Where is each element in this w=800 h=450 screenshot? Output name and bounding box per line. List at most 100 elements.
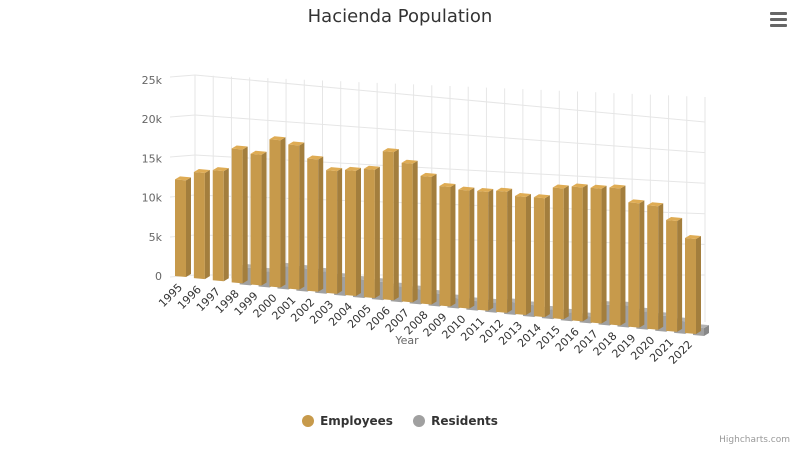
bar-employees — [288, 144, 300, 290]
bar-employees-side — [337, 168, 343, 294]
bar-employees-side — [601, 185, 607, 324]
bar-employees-top — [345, 166, 361, 171]
bar-employees-top — [477, 187, 494, 192]
bar-employees-top — [175, 176, 191, 181]
bar-employees — [175, 179, 186, 277]
bar-employees — [307, 158, 319, 292]
bar-employees-top — [609, 184, 626, 189]
legend-label-employees: Employees — [320, 414, 393, 428]
bar-employees — [193, 171, 205, 280]
bar-employees-top — [363, 165, 380, 170]
bar-employees-side — [242, 146, 248, 284]
credits-link[interactable]: Highcharts.com — [719, 435, 790, 445]
legend-item-residents[interactable]: Residents — [413, 414, 498, 428]
legend-symbol-residents — [413, 415, 426, 427]
bar-employees-side — [544, 195, 550, 318]
gridline-y — [169, 114, 706, 154]
bar-employees — [382, 151, 394, 301]
bar-employees-side — [318, 156, 324, 292]
bar-employees-side — [204, 169, 210, 280]
bar-employees — [420, 175, 432, 305]
bar-employees — [666, 220, 678, 332]
bar-employees-side — [639, 200, 645, 328]
gridline-y — [169, 154, 706, 184]
bar-employees-side — [356, 167, 361, 296]
bar-employees-top — [458, 186, 475, 191]
bar-employees — [363, 168, 375, 299]
bar-employees-side — [488, 188, 494, 311]
bar-employees-top — [401, 159, 418, 164]
bar-employees-side — [393, 149, 399, 301]
bar-employees-top — [231, 145, 248, 150]
bar-employees-top — [250, 150, 267, 155]
y-tick-label: 25k — [142, 74, 163, 87]
hamburger-menu-icon[interactable] — [770, 12, 788, 30]
bar-employees-top — [212, 167, 229, 172]
bar-employees-side — [696, 235, 701, 334]
bar-employees-top — [382, 148, 399, 153]
bar-employees — [326, 170, 338, 294]
legend: Employees Residents — [0, 414, 800, 430]
bar-employees — [401, 162, 413, 303]
bar-employees — [231, 148, 243, 284]
bar-employees-top — [590, 184, 607, 189]
bar-employees-side — [450, 183, 456, 307]
bar-employees — [250, 153, 262, 286]
bar-employees-top — [571, 183, 588, 188]
bar-employees — [552, 187, 564, 320]
gridline-y — [169, 74, 706, 123]
bar-employees — [515, 195, 526, 315]
legend-item-employees[interactable]: Employees — [302, 414, 393, 428]
bar-employees-side — [526, 193, 531, 315]
bar-employees-side — [563, 185, 569, 320]
bar-employees-top — [193, 168, 210, 173]
bar-employees-top — [496, 187, 513, 192]
bar-employees-top — [420, 172, 437, 177]
bar-employees-side — [223, 168, 229, 282]
bar-employees-side — [469, 187, 475, 309]
bar-employees-side — [658, 203, 664, 330]
bar-employees-side — [186, 177, 191, 277]
bar-employees-top — [515, 192, 531, 197]
bar-employees-side — [431, 173, 437, 305]
bar-employees-top — [666, 217, 683, 222]
bar-employees-side — [677, 218, 683, 332]
legend-symbol-employees — [302, 415, 315, 427]
bar-employees — [496, 190, 508, 313]
bar-employees — [628, 202, 640, 328]
bar-employees — [458, 189, 470, 309]
x-axis-title: Year — [394, 334, 419, 347]
bar-employees — [571, 186, 583, 322]
bar-employees — [590, 187, 602, 324]
bar-employees-side — [280, 137, 286, 288]
bar-employees-top — [307, 155, 324, 160]
bar-employees-top — [269, 136, 286, 141]
y-tick-label: 0 — [155, 270, 162, 283]
bar-employees-side — [299, 142, 305, 290]
bar-employees — [647, 205, 659, 330]
bar-employees-top — [439, 182, 456, 187]
chart-title: Hacienda Population — [307, 6, 493, 27]
bar-employees-top — [552, 184, 569, 189]
bar-employees-top — [326, 167, 343, 172]
bar-employees — [439, 185, 451, 307]
bar-employees-top — [533, 194, 550, 199]
bar-employees-top — [685, 234, 701, 239]
bar-employees-side — [374, 166, 380, 299]
bar-employees — [212, 170, 224, 282]
bar-employees — [533, 197, 545, 318]
bar-employees-top — [628, 199, 645, 204]
bar-employees-side — [507, 188, 513, 313]
bar-employees-top — [647, 202, 664, 207]
bar-employees-top — [288, 141, 305, 146]
bar-employees-side — [412, 160, 418, 303]
bar-employees-side — [261, 151, 267, 286]
bar-employees-side — [582, 184, 588, 322]
bar-employees — [477, 190, 489, 311]
y-tick-label: 20k — [142, 113, 163, 126]
y-tick-label: 10k — [142, 192, 163, 205]
bar-employees — [685, 237, 696, 334]
y-tick-label: 5k — [149, 231, 163, 244]
